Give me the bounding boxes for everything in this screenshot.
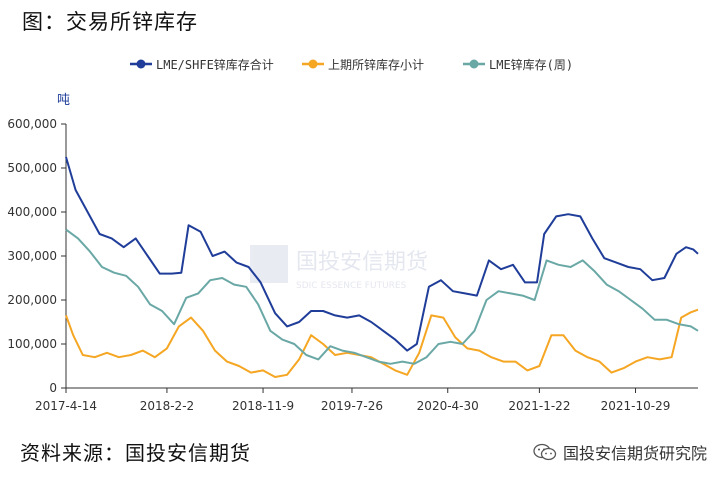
watermark-text: 国投安信期货 [296, 250, 428, 275]
legend-item-lme: LME锌库存(周) [463, 57, 573, 72]
legend-label-shfe: 上期所锌库存小计 [328, 57, 424, 72]
wechat-icon [533, 443, 557, 461]
y-axis-unit-label: 吨 [57, 93, 70, 108]
x-tick-label: 2018-11-9 [232, 399, 294, 413]
series-line-1 [65, 308, 699, 378]
legend-item-shfe: 上期所锌库存小计 [302, 57, 424, 72]
x-tick-label: 2017-4-14 [35, 399, 97, 413]
y-tick-label: 0 [49, 381, 57, 395]
zinc-inventory-line-chart: 国投安信期货 SDIC ESSENCE FUTURES LME/SHFE锌库存合… [7, 57, 699, 413]
x-tick-label: 2021-10-29 [601, 399, 671, 413]
x-tick-label: 2018-2-2 [140, 399, 194, 413]
y-tick-label: 600,000 [7, 117, 57, 131]
footer-brand: 国投安信期货研究院 [533, 440, 707, 464]
series-line-0 [65, 156, 699, 352]
legend: LME/SHFE锌库存合计 上期所锌库存小计 LME锌库存(周) [130, 57, 573, 72]
series-lines [65, 156, 699, 378]
y-tick-label: 200,000 [7, 293, 57, 307]
legend-marker [308, 59, 318, 69]
watermark-subtext: SDIC ESSENCE FUTURES [296, 281, 407, 291]
watermark: 国投安信期货 SDIC ESSENCE FUTURES [250, 245, 428, 291]
legend-label-lme-shfe: LME/SHFE锌库存合计 [156, 57, 274, 72]
legend-marker [136, 59, 146, 69]
y-tick-label: 300,000 [7, 249, 57, 263]
y-tick-label: 100,000 [7, 337, 57, 351]
x-tick-label: 2020-4-30 [417, 399, 479, 413]
legend-marker [469, 59, 479, 69]
legend-item-lme-shfe: LME/SHFE锌库存合计 [130, 57, 274, 72]
source-note: 资料来源：国投安信期货 [20, 441, 251, 465]
figure-title: 图：交易所锌库存 [22, 10, 198, 34]
axes: 0 100,000 200,000 300,000 400,000 500,000 600,… [7, 117, 698, 413]
y-tick-label: 500,000 [7, 161, 57, 175]
x-tick-label: 2019-7-26 [321, 399, 383, 413]
footer-brand-text: 国投安信期货研究院 [562, 444, 707, 463]
series-line-2 [65, 228, 699, 365]
x-tick-label: 2021-1-22 [508, 399, 570, 413]
legend-label-lme: LME锌库存(周) [489, 57, 573, 72]
y-tick-label: 400,000 [7, 205, 57, 219]
